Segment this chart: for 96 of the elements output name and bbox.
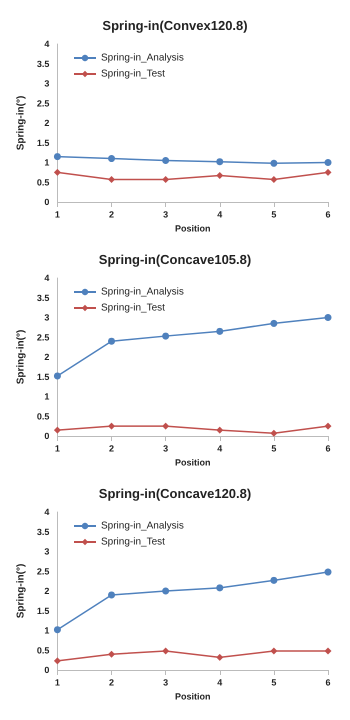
- point: [108, 650, 116, 658]
- x-tick-label: 1: [54, 210, 60, 220]
- x-tick-label: 1: [54, 678, 60, 688]
- y-tick-label: 3.5: [36, 526, 50, 537]
- x-tick-label: 3: [163, 210, 168, 220]
- x-tick-label: 3: [163, 678, 168, 688]
- y-tick-label: 3.5: [36, 292, 50, 303]
- point: [162, 648, 170, 655]
- point: [162, 332, 170, 340]
- legend-label: Spring-in_Analysis: [101, 286, 184, 298]
- point: [324, 422, 332, 430]
- point: [108, 422, 116, 430]
- y-tick-label: 4: [44, 273, 50, 283]
- point: [270, 430, 278, 437]
- y-tick-label: 0.5: [36, 177, 50, 188]
- legend-label: Spring-in_Test: [101, 302, 166, 314]
- point: [216, 158, 224, 166]
- point: [54, 657, 61, 664]
- point: [216, 584, 224, 592]
- point: [270, 648, 278, 655]
- y-tick-label: 0: [44, 665, 50, 675]
- point: [324, 314, 332, 321]
- point: [162, 588, 170, 594]
- point: [216, 426, 224, 434]
- point: [324, 168, 332, 176]
- y-tick-label: 0: [44, 431, 50, 441]
- x-axis-title: Position: [174, 458, 210, 468]
- y-axis-title: Spring-in(°): [16, 330, 26, 384]
- y-tick-label: 3: [44, 546, 50, 556]
- y-tick-label: 1.5: [36, 372, 50, 382]
- y-tick-label: 2: [44, 352, 50, 362]
- x-tick-label: 6: [325, 678, 331, 688]
- y-tick-label: 1: [44, 158, 50, 168]
- point: [108, 338, 116, 345]
- point: [216, 328, 224, 335]
- point: [54, 426, 61, 434]
- y-tick-label: 2.5: [36, 566, 50, 576]
- y-tick-label: 1.5: [36, 138, 50, 148]
- y-tick-label: 3: [44, 78, 50, 88]
- x-tick-label: 6: [325, 210, 331, 220]
- x-tick-label: 2: [109, 444, 114, 454]
- x-tick-label: 4: [217, 678, 222, 688]
- point: [162, 176, 170, 183]
- y-tick-label: 4: [44, 39, 50, 49]
- x-axis-title: Position: [174, 224, 210, 234]
- y-axis-title: Spring-in(°): [16, 564, 26, 618]
- point: [54, 153, 61, 160]
- point: [54, 372, 61, 380]
- point: [108, 176, 116, 183]
- y-tick-label: 2.5: [36, 98, 50, 108]
- point: [162, 157, 170, 164]
- y-tick-label: 0.5: [36, 645, 50, 656]
- x-axis-title: Position: [174, 692, 210, 702]
- x-tick-label: 4: [217, 210, 222, 220]
- x-tick-label: 4: [217, 444, 222, 454]
- y-tick-label: 1.5: [36, 606, 50, 616]
- y-tick-label: 3.5: [36, 58, 50, 69]
- legend-label: Spring-in_Test: [101, 536, 166, 548]
- y-axis-title: Spring-in(°): [16, 96, 26, 150]
- point: [108, 591, 116, 598]
- y-tick-label: 1: [44, 392, 50, 402]
- point: [270, 160, 278, 167]
- x-tick-label: 6: [325, 444, 331, 454]
- legend-label: Spring-in_Analysis: [101, 52, 184, 64]
- point: [216, 172, 224, 180]
- x-tick-label: 1: [54, 444, 60, 454]
- x-tick-label: 2: [109, 678, 114, 688]
- x-tick-label: 5: [271, 444, 276, 454]
- y-tick-label: 1: [44, 626, 50, 636]
- x-tick-label: 5: [271, 210, 276, 220]
- y-tick-label: 2: [44, 586, 50, 596]
- point: [270, 320, 278, 327]
- point: [54, 168, 61, 176]
- legend-label: Spring-in_Analysis: [101, 520, 184, 532]
- chart-title: Spring-in(Concave105.8): [98, 252, 252, 267]
- point: [108, 155, 116, 162]
- y-tick-label: 3: [44, 312, 50, 322]
- x-tick-label: 5: [271, 678, 276, 688]
- point: [216, 654, 224, 661]
- y-tick-label: 2.5: [36, 332, 50, 342]
- point: [324, 159, 332, 166]
- point: [270, 176, 278, 183]
- y-tick-label: 4: [44, 507, 50, 517]
- point: [54, 626, 61, 634]
- chart-title: Spring-in(Convex120.8): [102, 18, 248, 33]
- y-tick-label: 2: [44, 118, 50, 128]
- x-tick-label: 3: [163, 444, 168, 454]
- chart-title: Spring-in(Concave120.8): [98, 486, 252, 501]
- y-tick-label: 0.5: [36, 411, 50, 422]
- x-tick-label: 2: [109, 210, 114, 220]
- y-tick-label: 0: [44, 197, 50, 207]
- legend-label: Spring-in_Test: [101, 68, 166, 80]
- point: [324, 568, 332, 576]
- point: [162, 422, 170, 430]
- point: [270, 576, 278, 584]
- point: [324, 648, 332, 655]
